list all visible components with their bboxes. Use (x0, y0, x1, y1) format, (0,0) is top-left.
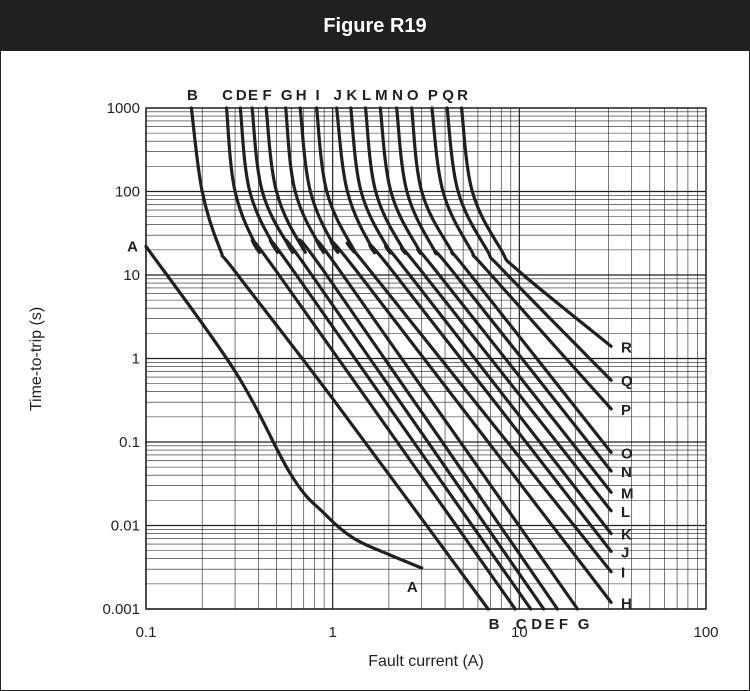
y-tick-label: 0.001 (102, 601, 140, 618)
series-label-r: R (621, 339, 632, 356)
series-label-p: P (428, 87, 438, 104)
y-tick-label: 100 (115, 184, 140, 201)
series-label-j: J (333, 87, 341, 104)
y-tick-label: 1000 (107, 100, 140, 117)
curve-e (250, 106, 546, 611)
series-label-k: K (621, 527, 632, 544)
curve-g (284, 106, 580, 611)
series-label-p: P (621, 402, 631, 419)
y-tick-label: 0.1 (119, 434, 140, 451)
curve-b (189, 106, 490, 611)
series-label-o: O (407, 87, 419, 104)
series-label-g: G (281, 87, 293, 104)
curve-o (410, 106, 613, 454)
x-tick-label: 10 (511, 624, 528, 641)
series-label-n: N (621, 464, 632, 481)
series-label-b: B (187, 87, 198, 104)
curve-p (430, 106, 613, 411)
series-label-q: Q (621, 373, 633, 390)
series-label-i: I (315, 87, 319, 104)
curve-i (315, 106, 613, 574)
curve-j (335, 106, 613, 553)
series-label-c: C (516, 616, 527, 633)
series-label-a: A (127, 238, 138, 255)
series-label-n: N (392, 87, 403, 104)
series-label-m: M (375, 87, 388, 104)
series-label-a: A (407, 579, 418, 596)
series-label-h: H (296, 87, 307, 104)
series-label-d: D (236, 87, 247, 104)
series-label-e: E (545, 616, 555, 633)
series-label-f: F (263, 87, 272, 104)
series-label-b: B (489, 616, 500, 633)
series-label-l: L (621, 504, 630, 521)
x-axis-label: Fault current (A) (368, 653, 484, 670)
series-label-f: F (559, 616, 568, 633)
series-label-d: D (531, 616, 542, 633)
series-label-o: O (621, 445, 633, 462)
curve-l (363, 106, 613, 513)
curve-n (395, 106, 613, 473)
y-tick-label: 10 (123, 267, 140, 284)
curve-r (459, 106, 613, 348)
series-label-i: I (621, 565, 625, 582)
series-label-k: K (346, 87, 357, 104)
curve-a (144, 244, 424, 570)
x-tick-label: 100 (693, 624, 718, 641)
curve-m (378, 106, 613, 494)
y-tick-label: 1 (132, 351, 140, 368)
curve-c (224, 106, 517, 611)
series-label-l: L (362, 87, 371, 104)
y-tick-label: 0.01 (111, 518, 140, 535)
curve-k (349, 106, 613, 536)
x-tick-label: 1 (328, 624, 336, 641)
series-label-e: E (248, 87, 258, 104)
series-label-j: J (621, 544, 629, 561)
series-label-g: G (578, 616, 590, 633)
series-curves (144, 106, 613, 611)
curve-d (238, 106, 533, 611)
figure-title: Figure R19 (1, 1, 749, 51)
series-label-h: H (621, 595, 632, 612)
series-label-q: Q (442, 87, 454, 104)
x-tick-label: 0.1 (136, 624, 157, 641)
series-label-r: R (457, 87, 468, 104)
plot-border (145, 107, 707, 610)
series-label-m: M (621, 485, 634, 502)
curve-q (445, 106, 613, 382)
tick-labels: 0.001 0.01 0.1 1 10 100 1000 0.1 1 10 100 (102, 100, 718, 641)
series-label-c: C (222, 87, 233, 104)
y-axis-label: Time-to-trip (s) (28, 307, 45, 411)
curve-f (264, 106, 559, 611)
curve-h (298, 106, 613, 604)
